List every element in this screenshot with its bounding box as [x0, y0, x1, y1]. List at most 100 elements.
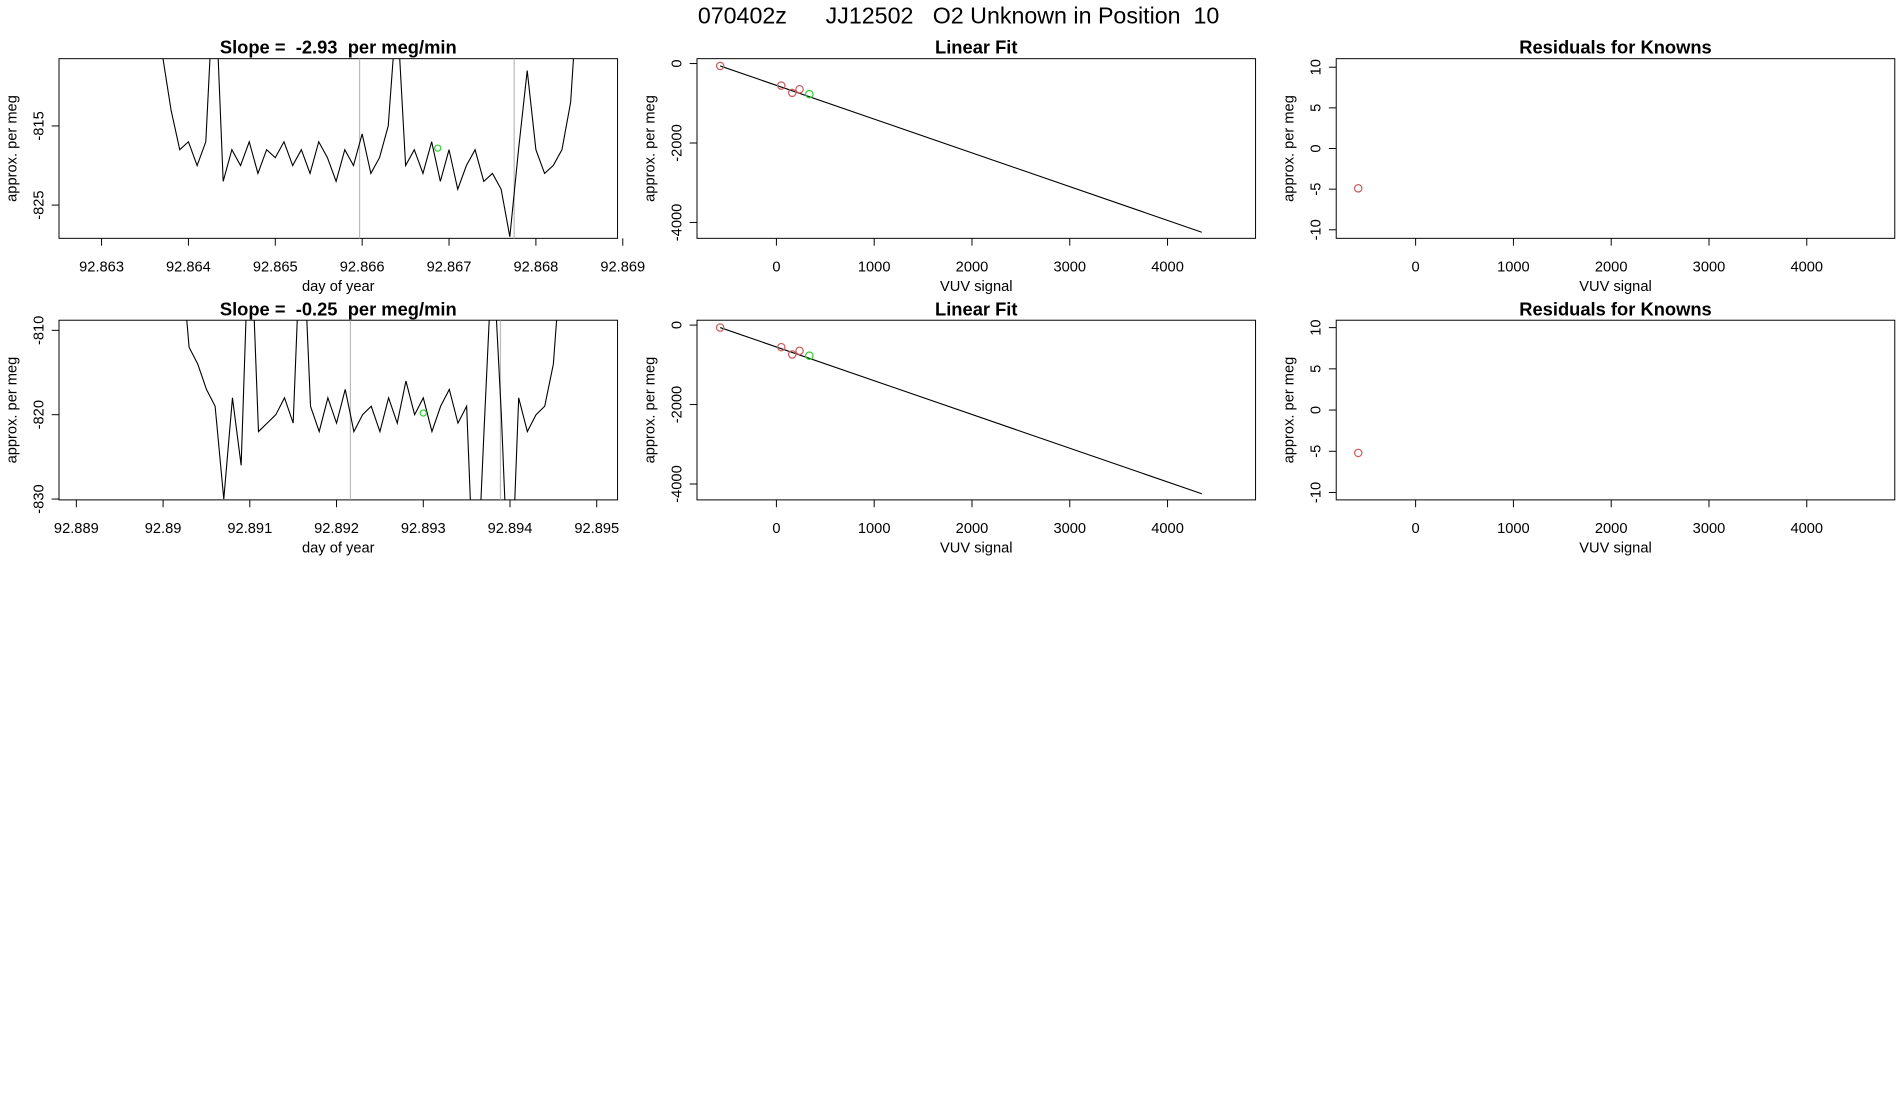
x-tick-label: 92.863 — [79, 260, 124, 276]
y-tick-label: 5 — [1309, 365, 1325, 373]
x-tick-label: 2000 — [956, 521, 989, 537]
plot-area — [715, 323, 1202, 495]
x-tick-label: 92.89 — [145, 521, 182, 537]
x-tick-label: 92.889 — [54, 521, 99, 537]
y-axis-label: approx. per meg — [1282, 357, 1298, 464]
x-tick-label: 4000 — [1151, 260, 1184, 276]
y-tick-label: 5 — [1309, 104, 1325, 112]
x-tick-label: 92.892 — [314, 521, 359, 537]
x-axis-label: VUV signal — [940, 541, 1013, 557]
y-axis-label: approx. per meg — [642, 95, 658, 202]
panel-title: Slope = -2.93 per meg/min — [220, 37, 457, 58]
x-tick-label: 4000 — [1151, 521, 1184, 537]
x-tick-label: 3000 — [1693, 521, 1726, 537]
panel: Residuals for Knowns VUV signal approx. pe… — [1282, 298, 1896, 557]
x-tick-label: 92.891 — [227, 521, 272, 537]
x-tick-label: 0 — [1412, 260, 1420, 276]
y-tick-label: 0 — [1309, 144, 1325, 152]
data-point — [795, 84, 804, 94]
y-tick-label: -5 — [1309, 445, 1325, 458]
panel-title: Linear Fit — [935, 298, 1018, 319]
x-tick-label: 92.869 — [600, 260, 645, 276]
x-tick-label: 2000 — [1595, 260, 1628, 276]
y-tick-label: 0 — [669, 321, 685, 329]
fit-line — [719, 327, 1202, 495]
panel: Slope = -2.93 per meg/min day of year appr… — [4, 37, 645, 295]
x-axis-label: day of year — [302, 541, 375, 557]
x-tick-label: 4000 — [1790, 260, 1823, 276]
data-point — [715, 323, 725, 332]
panel-title: Residuals for Knowns — [1519, 298, 1711, 319]
x-tick-label: 1000 — [858, 521, 891, 537]
data-point — [777, 342, 786, 352]
x-tick-label: 2000 — [956, 260, 989, 276]
x-tick-label: 3000 — [1053, 260, 1086, 276]
data-point — [805, 351, 814, 360]
plot-area — [162, 58, 575, 239]
data-line — [186, 320, 558, 500]
figure-title: 070402z JJ12502 O2 Unknown in Position 1… — [698, 2, 1219, 28]
data-line — [162, 58, 575, 237]
panel: Linear Fit VUV signal approx. per meg 0 1000… — [642, 298, 1257, 557]
plot-frame — [58, 319, 619, 501]
x-tick-label: 0 — [772, 521, 780, 537]
y-tick-label: -830 — [31, 484, 47, 513]
x-tick-label: 3000 — [1053, 521, 1086, 537]
data-point — [1353, 448, 1363, 458]
panel-title: Residuals for Knowns — [1519, 37, 1711, 58]
x-tick-label: 1000 — [858, 260, 891, 276]
y-tick-label: 10 — [1309, 59, 1325, 75]
y-axis-label: approx. per meg — [642, 357, 658, 464]
y-tick-label: -4000 — [669, 204, 685, 242]
x-tick-label: 3000 — [1693, 260, 1726, 276]
x-tick-label: 92.893 — [401, 521, 446, 537]
y-axis-label: approx. per meg — [1282, 95, 1298, 202]
x-tick-label: 1000 — [1497, 260, 1530, 276]
x-tick-label: 92.868 — [513, 260, 558, 276]
x-tick-label: 92.895 — [574, 521, 619, 537]
y-tick-label: -2000 — [669, 124, 685, 162]
data-point — [715, 61, 725, 71]
plot-area — [186, 320, 558, 500]
highlight-point — [434, 144, 442, 152]
x-axis-label: VUV signal — [940, 279, 1013, 295]
y-tick-label: -2000 — [669, 386, 685, 424]
highlight-point — [419, 409, 427, 417]
x-tick-label: 92.865 — [253, 260, 298, 276]
x-tick-label: 92.867 — [427, 260, 472, 276]
y-tick-label: 0 — [669, 59, 685, 67]
x-axis-label: VUV signal — [1579, 541, 1652, 557]
y-tick-label: -10 — [1309, 482, 1325, 503]
x-tick-label: 92.866 — [340, 260, 385, 276]
x-tick-label: 0 — [1412, 521, 1420, 537]
plot-area — [1353, 448, 1363, 458]
panel-title: Linear Fit — [935, 37, 1018, 58]
data-point — [1353, 184, 1363, 193]
y-tick-label: -10 — [1309, 219, 1325, 240]
x-tick-label: 2000 — [1595, 521, 1628, 537]
data-point — [787, 88, 797, 98]
data-point — [795, 346, 804, 356]
data-point — [777, 81, 786, 90]
y-axis-label: approx. per meg — [4, 357, 20, 464]
data-point — [787, 350, 797, 359]
y-tick-label: 0 — [1309, 406, 1325, 414]
plot-area — [1353, 184, 1363, 193]
plot-frame — [58, 58, 619, 239]
plot-area — [715, 61, 1202, 233]
x-tick-label: 1000 — [1497, 521, 1530, 537]
panel: Slope = -0.25 per meg/min day of year appr… — [4, 298, 619, 557]
x-tick-label: 0 — [772, 260, 780, 276]
y-tick-label: 10 — [1309, 319, 1325, 335]
panel: Linear Fit VUV signal approx. per meg 0 1000… — [642, 37, 1257, 295]
x-axis-label: day of year — [302, 279, 375, 295]
data-point — [805, 89, 814, 99]
y-tick-label: -815 — [31, 111, 47, 140]
y-axis-label: approx. per meg — [4, 95, 20, 202]
x-axis-label: VUV signal — [1579, 279, 1652, 295]
x-tick-label: 4000 — [1790, 521, 1823, 537]
panel: Residuals for Knowns VUV signal approx. pe… — [1282, 37, 1896, 295]
